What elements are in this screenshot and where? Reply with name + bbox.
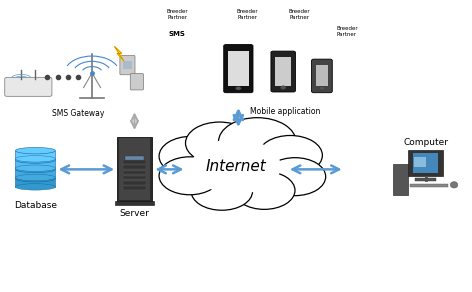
Ellipse shape [15, 147, 56, 154]
Text: Breeder
Partner: Breeder Partner [336, 26, 358, 37]
FancyBboxPatch shape [316, 65, 328, 86]
FancyBboxPatch shape [120, 55, 135, 75]
FancyBboxPatch shape [123, 61, 132, 69]
Bar [123, 171, 146, 174]
Ellipse shape [15, 184, 56, 190]
FancyArrow shape [410, 184, 448, 187]
Ellipse shape [15, 174, 56, 181]
Circle shape [234, 171, 295, 209]
FancyBboxPatch shape [5, 77, 52, 96]
Bar [15, 160, 55, 168]
Circle shape [191, 172, 253, 210]
Text: Database: Database [14, 201, 57, 211]
Text: SMS: SMS [169, 30, 185, 36]
Bar [123, 181, 146, 185]
FancyBboxPatch shape [414, 157, 426, 167]
Circle shape [280, 86, 286, 89]
FancyBboxPatch shape [393, 164, 408, 195]
Circle shape [219, 118, 296, 166]
FancyBboxPatch shape [413, 153, 438, 173]
Text: Computer: Computer [403, 138, 448, 147]
FancyBboxPatch shape [275, 57, 291, 86]
FancyBboxPatch shape [117, 137, 152, 202]
FancyBboxPatch shape [224, 45, 253, 93]
Polygon shape [115, 47, 124, 61]
Text: Mobile application: Mobile application [250, 107, 321, 116]
Bar [15, 151, 55, 159]
Bar [123, 165, 146, 169]
FancyBboxPatch shape [130, 74, 143, 90]
Bar [415, 178, 436, 181]
Ellipse shape [15, 166, 56, 173]
FancyBboxPatch shape [228, 51, 249, 86]
Bar [15, 169, 55, 178]
Ellipse shape [15, 165, 56, 171]
Circle shape [236, 86, 241, 90]
Circle shape [159, 157, 220, 195]
Text: Internet: Internet [206, 159, 266, 174]
Circle shape [191, 139, 281, 194]
Text: Server: Server [119, 209, 150, 218]
Text: SMS Gateway: SMS Gateway [52, 110, 104, 119]
Circle shape [319, 86, 325, 90]
Ellipse shape [450, 182, 458, 188]
Circle shape [185, 122, 253, 164]
Text: Breeder
Partner: Breeder Partner [289, 9, 311, 20]
Circle shape [258, 135, 322, 175]
FancyBboxPatch shape [119, 138, 150, 200]
FancyBboxPatch shape [125, 156, 144, 164]
Circle shape [191, 142, 281, 197]
FancyBboxPatch shape [271, 51, 295, 92]
Bar [123, 186, 146, 190]
FancyBboxPatch shape [115, 201, 154, 205]
Ellipse shape [15, 175, 56, 182]
Text: Breeder
Partner: Breeder Partner [166, 9, 188, 20]
Bar [123, 176, 146, 179]
Ellipse shape [15, 157, 56, 163]
FancyBboxPatch shape [312, 59, 332, 93]
Bar [123, 160, 146, 164]
FancyBboxPatch shape [408, 150, 443, 176]
Circle shape [159, 136, 223, 176]
Text: Breeder
Partner: Breeder Partner [237, 9, 259, 20]
Circle shape [264, 158, 326, 196]
Ellipse shape [15, 156, 56, 162]
Bar [15, 179, 55, 187]
